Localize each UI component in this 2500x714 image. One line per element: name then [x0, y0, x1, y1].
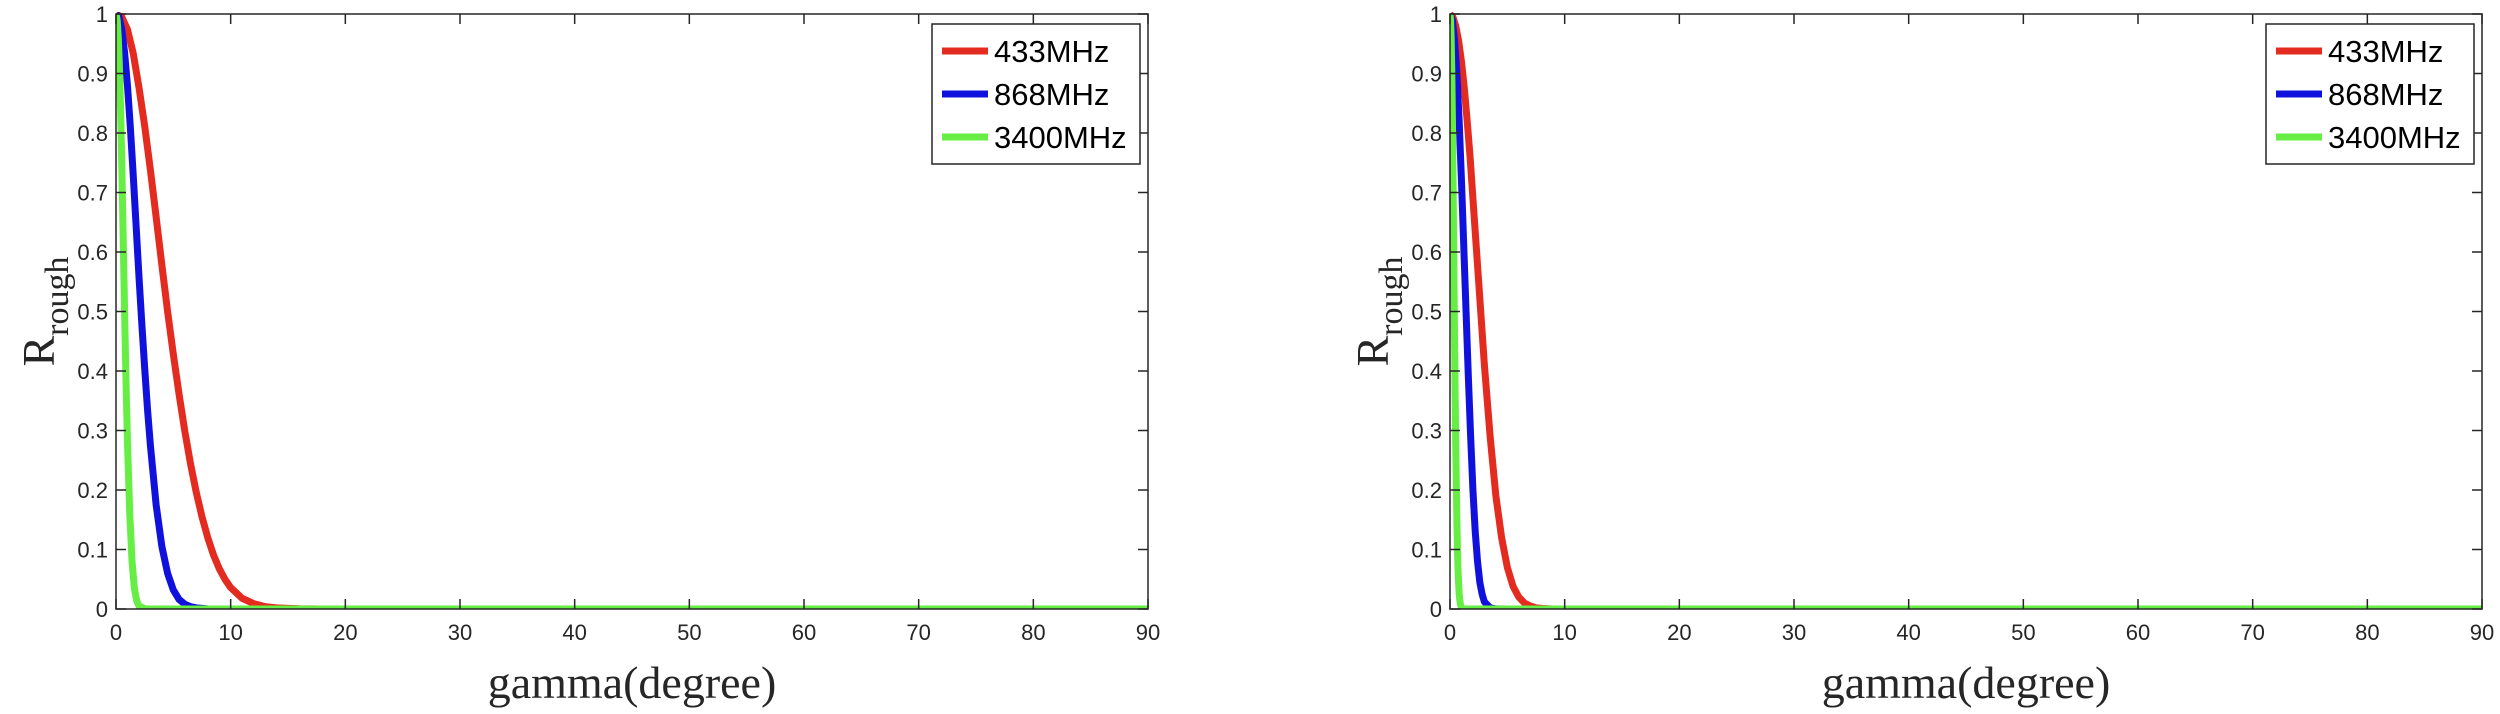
x-tick-label: 60 — [792, 620, 816, 645]
series-line-3 — [1450, 13, 2482, 609]
y-tick-label: 0.8 — [77, 121, 108, 146]
x-tick-label: 0 — [1444, 620, 1456, 645]
legend-label-2: 868MHz — [2328, 77, 2443, 112]
y-tick-label: 0.4 — [1411, 359, 1442, 384]
y-tick-label: 0.8 — [1411, 121, 1442, 146]
x-tick-label: 70 — [2240, 620, 2264, 645]
y-tick-label: 0.2 — [1411, 478, 1442, 503]
y-axis-label: Rrough — [13, 256, 76, 366]
x-axis-label: gamma(degree) — [1822, 657, 2111, 708]
x-tick-label: 50 — [677, 620, 701, 645]
legend: 433MHz 868MHz 3400MHz — [931, 23, 1141, 165]
x-tick-label: 40 — [562, 620, 586, 645]
y-tick-label: 0.3 — [1411, 419, 1442, 444]
y-axis-label-main: R — [13, 336, 64, 367]
series-lines — [116, 12, 1148, 609]
x-tick-label: 10 — [1552, 620, 1576, 645]
x-tick-label: 10 — [218, 620, 242, 645]
y-tick-label: 0.2 — [77, 478, 108, 503]
y-tick-label: 0.7 — [1411, 181, 1442, 206]
x-tick-label: 80 — [1021, 620, 1045, 645]
y-tick-label: 0.1 — [77, 538, 108, 563]
y-axis-label-main: R — [1347, 336, 1398, 367]
legend-label-3: 3400MHz — [994, 120, 1127, 155]
x-tick-label: 0 — [110, 620, 122, 645]
y-tick-label: 0.6 — [1411, 240, 1442, 265]
y-tick-label: 0.4 — [77, 359, 108, 384]
x-tick-label: 80 — [2355, 620, 2379, 645]
series-line-1 — [1450, 12, 2482, 609]
x-tick-label: 60 — [2126, 620, 2150, 645]
y-tick-label: 0.9 — [1411, 62, 1442, 87]
x-tick-label: 30 — [1782, 620, 1806, 645]
y-tick-label: 0.7 — [77, 181, 108, 206]
x-tick-label: 20 — [1667, 620, 1691, 645]
x-tick-label: 40 — [1896, 620, 1920, 645]
y-tick-label: 0.9 — [77, 62, 108, 87]
y-tick-label: 0.3 — [77, 419, 108, 444]
legend-label-3: 3400MHz — [2328, 120, 2461, 155]
y-tick-label: 1 — [96, 2, 108, 27]
y-tick-label: 1 — [1430, 2, 1442, 27]
x-tick-label: 90 — [1136, 620, 1160, 645]
series-line-2 — [116, 12, 1148, 609]
x-tick-label: 70 — [906, 620, 930, 645]
y-tick-label: 0.1 — [1411, 538, 1442, 563]
series-line-2 — [1450, 12, 2482, 609]
legend-label-1: 433MHz — [2328, 34, 2443, 69]
series-line-3 — [116, 13, 1148, 609]
x-tick-label: 30 — [448, 620, 472, 645]
legend-label-2: 868MHz — [994, 77, 1109, 112]
chart-panel-2: 0 10 20 30 40 50 60 70 80 90 0 0.1 0.2 0.3 0.4 0.5 0.6 0.… — [1347, 2, 2494, 708]
x-tick-label: 50 — [2011, 620, 2035, 645]
y-tick-label: 0.5 — [77, 300, 108, 325]
y-axis-label-subscript: rough — [39, 256, 76, 335]
legend-label-1: 433MHz — [994, 34, 1109, 69]
x-axis-label: gamma(degree) — [488, 657, 777, 708]
y-tick-label: 0 — [1430, 597, 1442, 622]
y-axis-label-subscript: rough — [1373, 256, 1410, 335]
x-tick-label: 90 — [2470, 620, 2494, 645]
chart-panel-1: 0 10 20 30 40 50 60 70 80 90 0 0.1 0.2 0.3 0.4 0.5 0.6 0.… — [13, 2, 1160, 708]
legend: 433MHz 868MHz 3400MHz — [2265, 23, 2475, 165]
y-axis-label: Rrough — [1347, 256, 1410, 366]
y-tick-label: 0.6 — [77, 240, 108, 265]
x-tick-label: 20 — [333, 620, 357, 645]
y-tick-label: 0 — [96, 597, 108, 622]
series-lines — [1450, 12, 2482, 609]
series-line-1 — [116, 12, 1148, 609]
y-tick-label: 0.5 — [1411, 300, 1442, 325]
